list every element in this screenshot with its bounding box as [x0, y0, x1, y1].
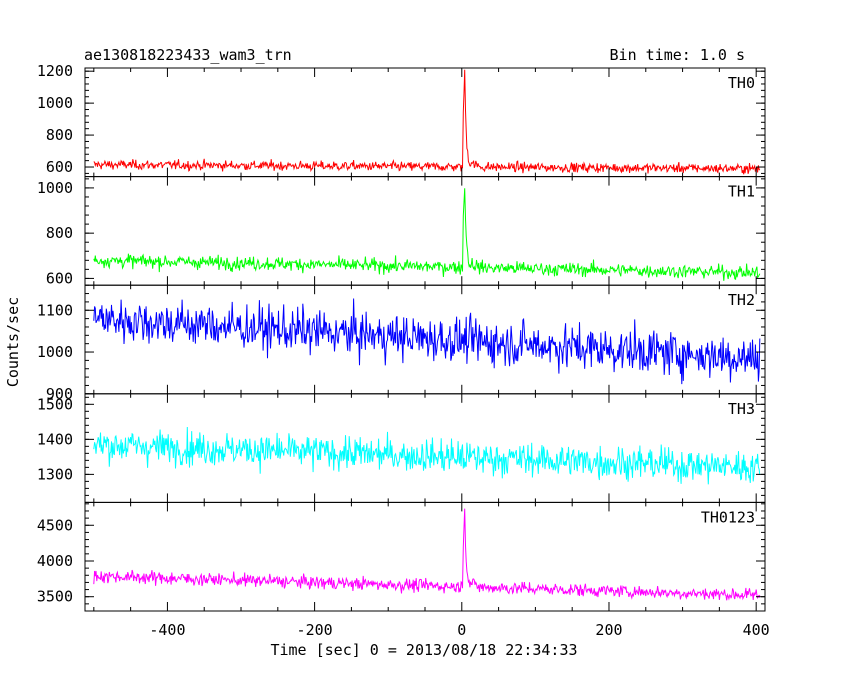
panel-frame [84, 67, 766, 178]
y-axis-label: Counts/sec [4, 297, 22, 387]
series-line-th0123 [93, 508, 761, 601]
y-tick-label: 1000 [37, 179, 73, 197]
series-line-th2 [93, 298, 761, 385]
panel-frame [84, 284, 766, 395]
x-axis: -400 -200 0 200 400 [149, 621, 769, 639]
y-tick-label: 800 [46, 224, 73, 242]
x-tick-label: 0 [457, 621, 466, 639]
y-tick-label: 1200 [37, 62, 73, 80]
x-tick-label: 200 [595, 621, 622, 639]
series-line-th1 [93, 188, 761, 281]
bin-time-label: Bin time: 1.0 s [610, 46, 745, 64]
panels-group: 600 800 1000 1200 TH0 600 800 1000 TH1 900 1000 110… [37, 62, 766, 612]
panel-label: TH1 [728, 183, 755, 201]
x-tick-label: -400 [149, 621, 185, 639]
panel-th2: 900 1000 1100 TH2 [37, 284, 766, 403]
y-tick-label: 1000 [37, 94, 73, 112]
panel-th3: 1300 1400 1500 TH3 [37, 393, 766, 503]
y-tick-label: 3500 [37, 588, 73, 606]
series-line-th3 [93, 426, 761, 485]
panel-label: TH0123 [701, 508, 755, 526]
y-tick-label: 900 [46, 385, 73, 403]
chart-title: ae130818223433_wam3_trn [84, 46, 292, 64]
x-axis-label: Time [sec] 0 = 2013/08/18 22:34:33 [270, 641, 577, 659]
y-tick-label: 800 [46, 126, 73, 144]
y-tick-label: 1500 [37, 395, 73, 413]
y-tick-label: 600 [46, 158, 73, 176]
panel-label: TH3 [728, 400, 755, 418]
y-tick-label: 4000 [37, 552, 73, 570]
panel-th1: 600 800 1000 TH1 [37, 176, 766, 287]
panel-th0123: 3500 4000 4500 TH0123 [37, 501, 766, 612]
x-tick-label: -200 [297, 621, 333, 639]
panel-label: TH0 [728, 74, 755, 92]
y-tick-label: 1300 [37, 465, 73, 483]
panel-th0: 600 800 1000 1200 TH0 [37, 62, 766, 178]
x-tick-label: 400 [743, 621, 770, 639]
panel-label: TH2 [728, 291, 755, 309]
y-tick-label: 1400 [37, 430, 73, 448]
y-tick-label: 600 [46, 269, 73, 287]
series-line-th0 [93, 69, 761, 175]
y-tick-label: 1100 [37, 301, 73, 319]
y-tick-label: 4500 [37, 516, 73, 534]
y-tick-label: 1000 [37, 343, 73, 361]
